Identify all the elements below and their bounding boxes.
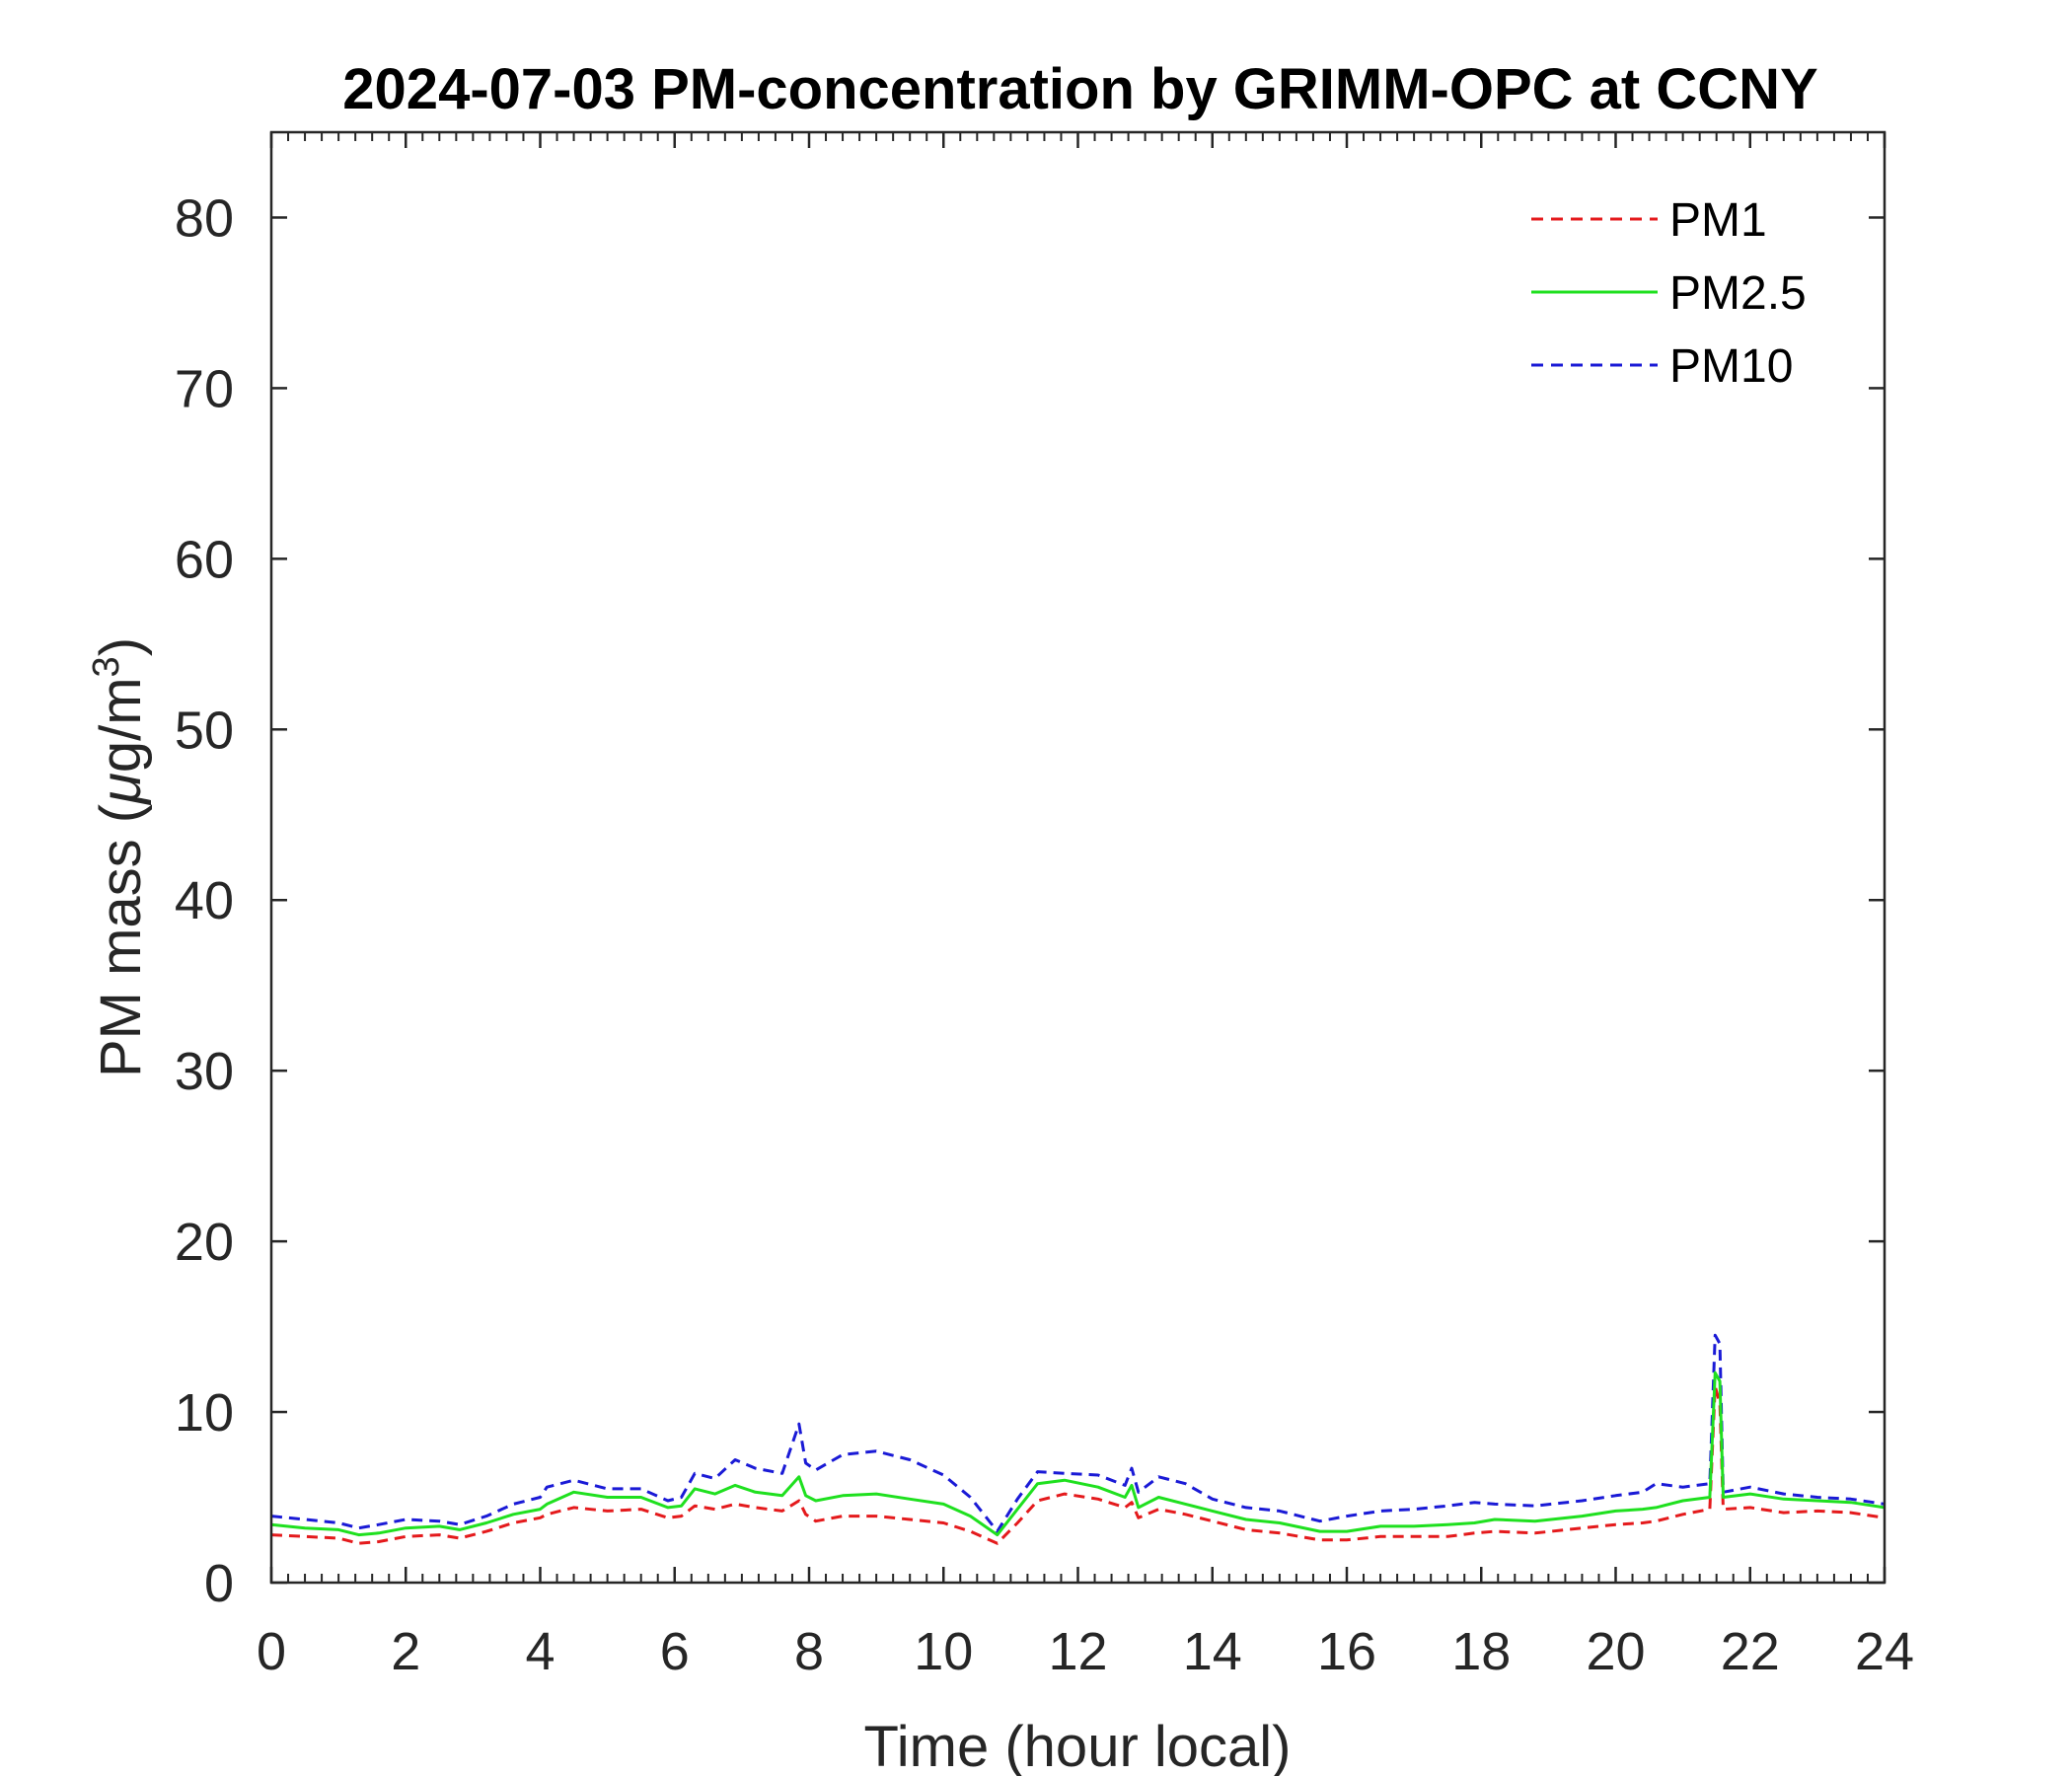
x-tick-label: 16 <box>1317 1622 1376 1681</box>
plot-frame <box>269 130 1887 1585</box>
x-axis-title: Time (hour local) <box>864 1715 1292 1776</box>
series-line-pm10 <box>270 1333 1886 1533</box>
y-axis-title-close: ) <box>89 637 153 656</box>
y-tick-label: 20 <box>175 1213 234 1272</box>
x-tick-label: 10 <box>914 1622 973 1681</box>
x-tick-label: 8 <box>794 1622 824 1681</box>
svg-text:PM mass (μg/m3): PM mass (μg/m3) <box>86 637 153 1077</box>
y-tick-label: 70 <box>175 359 234 418</box>
y-axis-title-main: PM mass ( <box>89 804 153 1077</box>
y-tick-label: 40 <box>175 871 234 930</box>
series-layer <box>270 1333 1886 1545</box>
plot-area <box>271 132 1885 1583</box>
x-tick-label: 12 <box>1048 1622 1107 1681</box>
x-tick-label: 14 <box>1183 1622 1242 1681</box>
y-axis-title: PM mass (μg/m3) <box>86 637 153 1077</box>
y-axis-title-unit: g/m <box>89 677 153 773</box>
y-tick-label: 0 <box>204 1554 234 1613</box>
y-axis-title-sup: 3 <box>86 656 127 677</box>
legend-label-pm1: PM1 <box>1669 194 1767 247</box>
legend-label-pm10: PM10 <box>1669 340 1793 393</box>
legend-label-pm2-5: PM2.5 <box>1669 267 1807 320</box>
x-tick-label: 0 <box>257 1622 286 1681</box>
series-line-pm1 <box>270 1384 1886 1545</box>
legend: PM1 PM2.5 PM10 <box>1531 194 1807 393</box>
series-line-pm2-5 <box>270 1370 1886 1537</box>
y-tick-label: 80 <box>175 188 234 248</box>
y-tick-label: 30 <box>175 1042 234 1101</box>
x-tick-label: 22 <box>1721 1622 1780 1681</box>
x-tick-label: 20 <box>1586 1622 1645 1681</box>
x-tick-label: 24 <box>1855 1622 1914 1681</box>
chart-title: 2024-07-03 PM-concentration by GRIMM-OPC… <box>342 57 1817 121</box>
y-tick-label: 10 <box>175 1383 234 1443</box>
y-axis-title-mu: μ <box>89 773 153 806</box>
x-tick-label: 2 <box>391 1622 420 1681</box>
y-tick-label: 60 <box>175 530 234 589</box>
x-tick-label: 18 <box>1451 1622 1511 1681</box>
y-tick-label: 50 <box>175 701 234 760</box>
x-tick-label: 4 <box>525 1622 555 1681</box>
x-tick-label: 6 <box>660 1622 690 1681</box>
